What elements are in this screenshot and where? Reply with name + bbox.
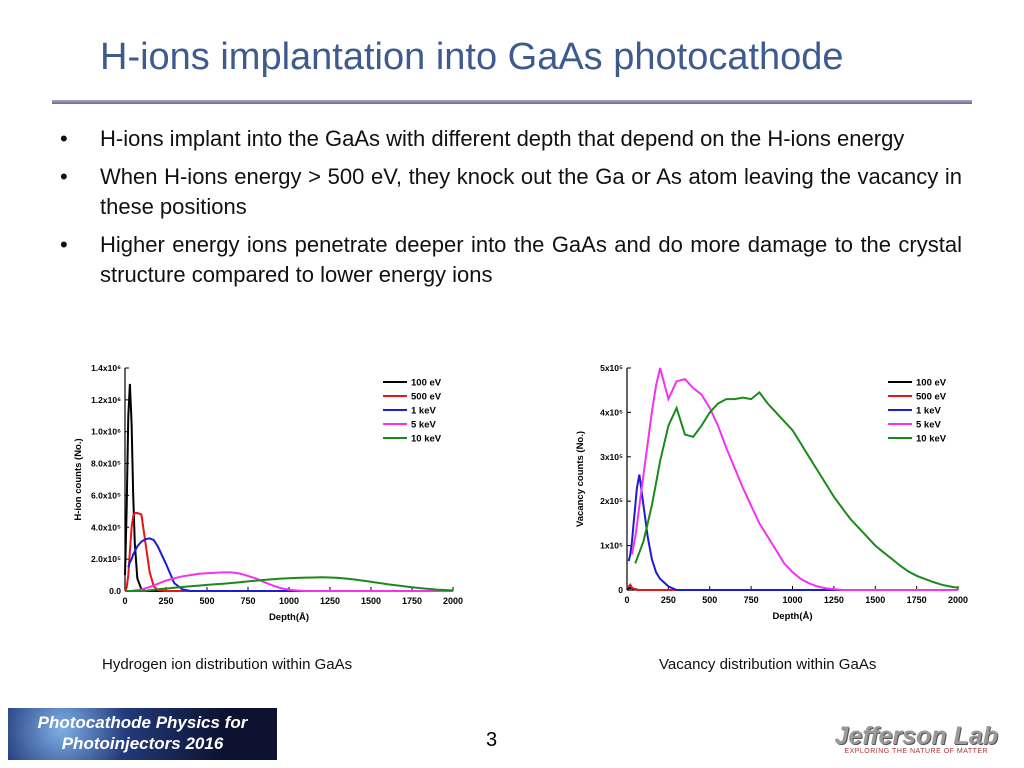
y-tick-label: 4x10⁵ [600,407,623,417]
lab-logo: Jefferson Lab EXPLORING THE NATURE OF MA… [835,722,998,755]
title-rule [52,100,972,104]
chart-caption: Hydrogen ion distribution within GaAs [102,656,353,673]
bullet: H-ions implant into the GaAs with differ… [60,124,962,154]
data-line [631,367,958,591]
x-axis-title: Depth(Å) [772,611,812,622]
y-tick-label: 1x10⁵ [600,541,623,551]
event-line: Photoinjectors 2016 [61,734,224,753]
bullet-list: H-ions implant into the GaAs with differ… [60,124,962,298]
legend-label: 1 keV [916,406,941,417]
x-tick-label: 1750 [402,596,422,606]
legend-label: 10 keV [411,434,442,445]
x-tick-label: 0 [624,595,629,605]
legend-label: 500 eV [411,392,442,403]
y-tick-label: 2.0x10⁵ [91,554,121,564]
legend-label: 100 eV [916,378,947,389]
y-tick-label: 0 [618,585,623,595]
event-line: Photocathode Physics for [37,713,248,732]
x-tick-label: 1250 [320,596,340,606]
data-line [127,537,453,592]
x-tick-label: 250 [661,595,676,605]
y-tick-label: 3x10⁵ [600,452,623,462]
legend-label: 10 keV [916,434,947,445]
y-axis-title: Vacancy counts (No.) [575,431,586,527]
x-tick-label: 1000 [279,596,299,606]
bullet: Higher energy ions penetrate deeper into… [60,230,962,290]
y-tick-label: 4.0x10⁵ [91,522,121,532]
x-tick-label: 2000 [443,596,463,606]
chart-caption: Vacancy distribution within GaAs [659,656,877,673]
legend-label: 100 eV [411,378,442,389]
x-tick-label: 1750 [907,595,927,605]
legend-label: 1 keV [411,406,436,417]
x-tick-label: 500 [702,595,717,605]
y-tick-label: 5x10⁵ [600,363,623,373]
y-tick-label: 0.0 [109,586,121,596]
event-logo: Photocathode Physics for Photoinjectors … [8,708,277,760]
lab-name: Jefferson Lab [834,722,998,750]
y-axis-title: H-ion counts (No.) [73,438,84,520]
data-line [125,571,453,592]
x-tick-label: 1500 [361,596,381,606]
x-tick-label: 1500 [865,595,885,605]
x-tick-label: 750 [240,596,255,606]
x-axis-title: Depth(Å) [269,612,309,623]
bullet: When H-ions energy > 500 eV, they knock … [60,162,962,222]
y-tick-label: 1.0x10⁶ [91,427,121,437]
legend-label: 500 eV [916,392,947,403]
x-tick-label: 250 [158,596,173,606]
data-line [634,390,959,589]
y-tick-label: 6.0x10⁵ [91,490,121,500]
page-number: 3 [486,729,498,751]
data-line [125,576,454,592]
lab-tagline: EXPLORING THE NATURE OF MATTER [844,748,989,755]
x-tick-label: 750 [744,595,759,605]
x-tick-label: 1250 [824,595,844,605]
legend-label: 5 keV [411,420,436,431]
y-tick-label: 1.2x10⁶ [91,395,121,405]
x-tick-label: 2000 [948,595,968,605]
y-tick-label: 8.0x10⁵ [91,459,121,469]
y-tick-label: 2x10⁵ [600,496,623,506]
y-tick-label: 1.4x10⁶ [91,363,121,373]
x-tick-label: 500 [199,596,214,606]
x-tick-label: 1000 [782,595,802,605]
legend-label: 5 keV [916,420,941,431]
charts: 0.0 2.0x10⁵ 4.0x10⁵ 6.0x10⁵ 8.0x10⁵ 1.0x10⁶ 1.… [73,363,968,623]
slide-title: H-ions implantation into GaAs photocatho… [100,36,844,78]
data-line [124,383,453,592]
x-tick-label: 0 [122,596,127,606]
